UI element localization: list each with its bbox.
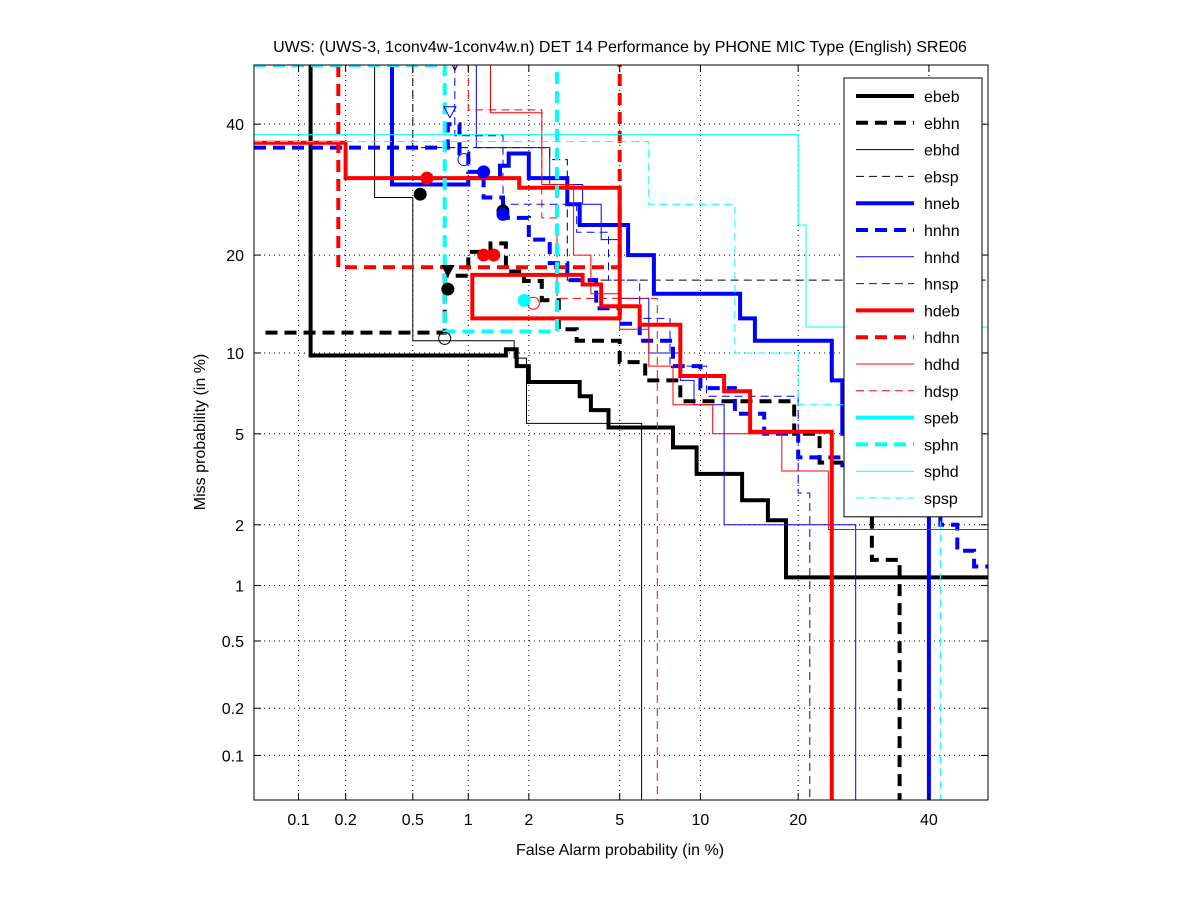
x-tick-label: 2 <box>524 812 533 829</box>
x-tick-label: 0.2 <box>335 812 357 829</box>
legend-label-ebeb: ebeb <box>924 89 960 106</box>
y-tick-label: 2 <box>235 518 244 535</box>
series-ebhd <box>374 65 643 800</box>
y-tick-label: 0.2 <box>222 701 244 718</box>
marker-hdhn <box>487 248 501 262</box>
legend-label-hneb: hneb <box>924 196 960 213</box>
legend-label-hdhd: hdhd <box>924 357 960 374</box>
x-tick-label: 10 <box>692 812 710 829</box>
marker-hnhd <box>457 153 471 167</box>
series-hneb <box>390 65 931 800</box>
marker-speb <box>517 293 531 307</box>
x-tick-label: 0.1 <box>287 812 309 829</box>
legend-box <box>843 77 983 518</box>
marker-hneb <box>477 165 491 179</box>
legend-label-hdsp: hdsp <box>924 384 959 401</box>
marker-ebeb <box>441 282 455 296</box>
marker-hnsp <box>443 106 457 119</box>
series-hdeb <box>254 140 834 800</box>
x-tick-label: 1 <box>464 812 473 829</box>
y-tick-label: 20 <box>226 248 244 265</box>
series-ebeb <box>308 65 988 580</box>
marker-layer <box>413 65 540 345</box>
chart-title: UWS: (UWS-3, 1conv4w-1conv4w.n) DET 14 P… <box>273 39 967 56</box>
marker-ebhn <box>441 264 455 278</box>
legend-label-sphn: sphn <box>924 437 959 454</box>
x-axis-label: False Alarm probability (in %) <box>516 842 724 859</box>
x-tick-label: 40 <box>920 812 938 829</box>
legend-label-hdeb: hdeb <box>924 303 960 320</box>
y-axis-label: Miss probability (in %) <box>192 354 209 510</box>
x-tick-label: 20 <box>789 812 807 829</box>
legend-label-hnhn: hnhn <box>924 223 960 240</box>
legend-label-ebhn: ebhn <box>924 116 960 133</box>
legend-label-hdhn: hdhn <box>924 330 960 347</box>
legend: ebeb ebhn ebhd ebsp hneb hnhn hnhd hnsp hdeb hdhn… <box>843 77 983 518</box>
series-sphn <box>254 65 559 334</box>
plot-frame <box>253 64 989 801</box>
legend-label-spsp: spsp <box>924 491 958 508</box>
marker-ebeb <box>413 187 427 201</box>
y-tick-label: 0.1 <box>222 748 244 765</box>
marker-ebhd <box>438 331 452 345</box>
x-ticks: 0.1 0.2 0.5 1 2 5 10 20 40 <box>287 65 938 829</box>
series-hdhn <box>336 65 622 270</box>
legend-label-ebsp: ebsp <box>924 169 959 186</box>
x-tick-label: 0.5 <box>402 812 424 829</box>
series-hdsp <box>467 65 658 800</box>
y-tick-label: 5 <box>235 427 244 444</box>
legend-label-hnsp: hnsp <box>924 277 959 294</box>
legend-label-sphd: sphd <box>924 464 959 481</box>
series-hnsp <box>454 65 811 800</box>
legend-label-hnhd: hnhd <box>924 250 960 267</box>
y-tick-label: 0.5 <box>222 634 244 651</box>
y-ticks: 0.1 0.2 0.5 1 2 5 10 20 40 <box>222 117 988 765</box>
legend-label-ebhd: ebhd <box>924 143 960 160</box>
x-tick-label: 5 <box>615 812 624 829</box>
legend-label-speb: speb <box>924 411 959 428</box>
y-tick-label: 1 <box>235 578 244 595</box>
series-hdhd <box>490 65 988 530</box>
y-tick-label: 40 <box>226 117 244 134</box>
marker-hdhn <box>420 171 434 185</box>
series-sphd <box>254 134 988 328</box>
marker-hnhn <box>496 207 510 221</box>
y-tick-label: 10 <box>226 346 244 363</box>
